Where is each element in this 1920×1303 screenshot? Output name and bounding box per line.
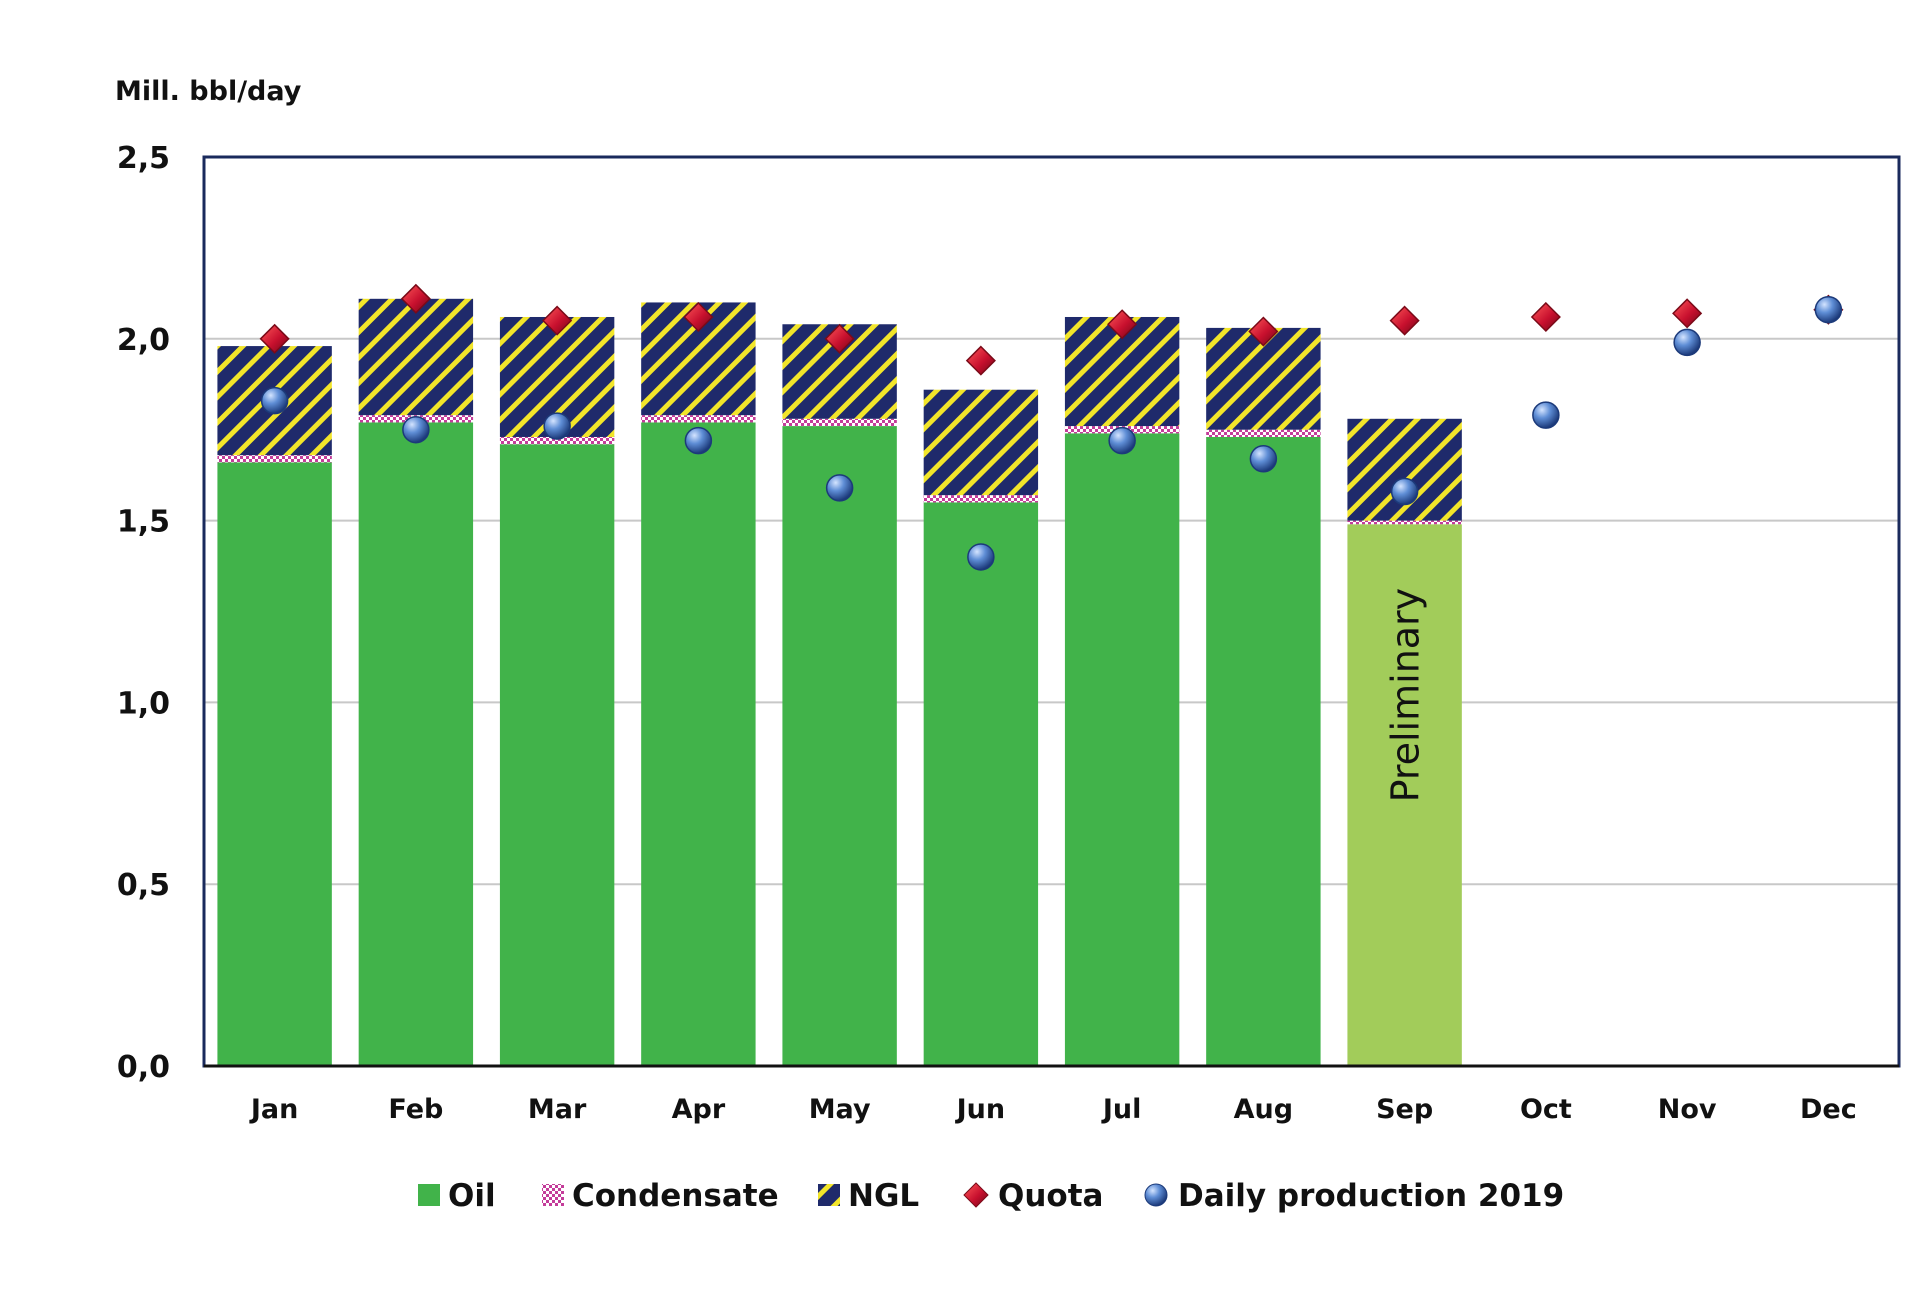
production-marker-nov [1673, 328, 1701, 357]
x-tick-label-jun: Jun [955, 1094, 1006, 1125]
x-tick-labels: Jan Feb Mar Apr May Jun Jul Aug Sep Oct Nov Dec [249, 1094, 1857, 1125]
y-tick-label: 1,0 [117, 686, 170, 721]
bars [217, 298, 1462, 1067]
markers [259, 283, 1844, 571]
quota-marker-nov [1672, 298, 1703, 329]
production-marker-may [825, 474, 854, 502]
y-axis-label: Mill. bbl/day [115, 76, 302, 107]
gridlines [204, 337, 1899, 886]
y-tick-label: 0,5 [117, 868, 170, 903]
bar-oil-sep [1347, 524, 1462, 1066]
production-marker-oct [1532, 401, 1560, 429]
bar-condensate-apr [641, 415, 756, 423]
legend-label-quota: Quota [998, 1178, 1103, 1214]
quota-marker-mar [542, 305, 573, 336]
bar-oil-jan [217, 462, 332, 1066]
legend-swatch-condensate [542, 1184, 564, 1206]
preliminary-annotation: Preliminary [1384, 588, 1428, 803]
bar-oil-may [782, 426, 897, 1067]
bar-oil-jul [1064, 433, 1180, 1066]
x-tick-label-aug: Aug [1234, 1094, 1293, 1125]
legend: Oil Condensate NGL Quota Daily production 20… [418, 1178, 1564, 1214]
x-tick-label-jul: Jul [1101, 1094, 1142, 1125]
x-tick-label-dec: Dec [1800, 1094, 1857, 1125]
quota-marker-oct [1530, 301, 1561, 333]
bar-condensate-sep [1347, 520, 1462, 525]
production-marker-jan [260, 386, 289, 415]
quota-marker-apr [683, 301, 714, 333]
quota-marker-may [824, 323, 855, 354]
y-tick-label: 1,5 [117, 505, 170, 540]
y-tick-label: 2,5 [117, 141, 170, 176]
bar-ngl-jun [923, 389, 1039, 496]
legend-swatch-ngl [818, 1184, 840, 1206]
x-tick-label-may: May [809, 1094, 871, 1125]
production-marker-dec [1814, 295, 1843, 324]
legend-label-oil: Oil [448, 1178, 496, 1214]
legend-swatch-oil [418, 1184, 440, 1206]
bar-condensate-mar [499, 436, 615, 445]
legend-label-condensate: Condensate [572, 1178, 779, 1214]
bar-condensate-jun [923, 495, 1039, 503]
bar-condensate-aug [1206, 429, 1321, 437]
bar-oil-apr [641, 422, 756, 1067]
bar-ngl-feb [358, 298, 474, 416]
quota-marker-jul [1107, 309, 1138, 340]
quota-marker-aug [1248, 316, 1279, 347]
bar-condensate-may [782, 418, 897, 427]
x-tick-label-sep: Sep [1376, 1094, 1433, 1125]
bar-oil-mar [499, 444, 615, 1066]
axes [202, 155, 1901, 1068]
quota-marker-jan [259, 323, 290, 354]
legend-label-ngl: NGL [848, 1178, 919, 1214]
legend-swatch-quota [963, 1182, 989, 1208]
bar-condensate-jan [217, 455, 332, 463]
production-marker-aug [1249, 445, 1278, 473]
preliminary-annotation-group: Preliminary [1384, 588, 1428, 803]
x-tick-label-feb: Feb [388, 1094, 443, 1125]
production-marker-feb [402, 415, 430, 444]
bar-oil-aug [1206, 436, 1321, 1066]
production-marker-sep [1390, 477, 1419, 506]
production-marker-apr [684, 426, 713, 455]
x-tick-label-mar: Mar [528, 1094, 587, 1125]
x-tick-label-apr: Apr [672, 1094, 726, 1125]
x-tick-label-jan: Jan [249, 1094, 299, 1125]
bar-oil-jun [923, 502, 1039, 1066]
production-marker-mar [543, 412, 571, 440]
y-tick-label: 0,0 [117, 1050, 170, 1085]
x-tick-label-nov: Nov [1658, 1094, 1717, 1125]
legend-swatch-production [1144, 1183, 1168, 1207]
legend-label-production: Daily production 2019 [1178, 1178, 1564, 1214]
quota-marker-sep [1389, 305, 1420, 336]
production-marker-jul [1108, 426, 1136, 455]
y-tick-labels: 0,0 0,5 1,0 1,5 2,0 2,5 [117, 141, 170, 1085]
x-tick-label-oct: Oct [1520, 1094, 1572, 1125]
bar-ngl-sep [1347, 418, 1462, 521]
y-tick-label: 2,0 [117, 323, 170, 358]
quota-marker-jun [965, 345, 996, 376]
quota-marker-feb [400, 283, 431, 314]
production-marker-jun [967, 543, 995, 571]
bar-oil-feb [358, 422, 474, 1067]
